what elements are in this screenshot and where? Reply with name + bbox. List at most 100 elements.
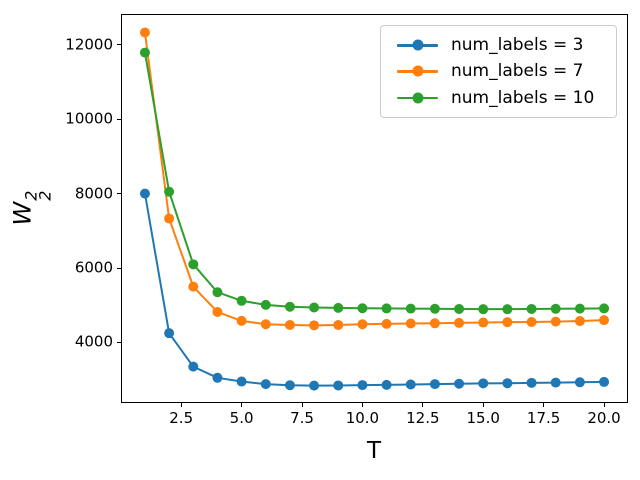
data-point bbox=[164, 328, 175, 339]
x-tick-mark bbox=[180, 403, 182, 407]
legend-marker-num-labels-3 bbox=[397, 39, 438, 51]
data-point bbox=[333, 380, 344, 391]
data-point bbox=[429, 303, 440, 314]
data-point bbox=[478, 378, 489, 389]
legend-label: num_labels = 7 bbox=[451, 61, 584, 82]
data-point bbox=[550, 316, 561, 327]
legend-dot-icon bbox=[412, 92, 423, 104]
x-tick-mark bbox=[603, 403, 605, 407]
data-point bbox=[188, 259, 199, 270]
y-tick-mark bbox=[117, 341, 121, 343]
y-tick-label: 12000 bbox=[65, 35, 113, 54]
data-point bbox=[188, 361, 199, 372]
legend-label: num_labels = 3 bbox=[451, 35, 584, 56]
legend-item: num_labels = 3 bbox=[390, 32, 608, 58]
data-point bbox=[502, 378, 513, 389]
x-axis-label: T bbox=[366, 438, 382, 464]
y-tick-label: 6000 bbox=[74, 258, 113, 277]
data-point bbox=[212, 287, 223, 298]
data-point bbox=[333, 302, 344, 313]
x-tick-label: 2.5 bbox=[169, 409, 194, 427]
data-point bbox=[357, 380, 368, 391]
data-point bbox=[574, 303, 585, 314]
legend-marker-num-labels-7 bbox=[397, 65, 438, 77]
x-tick-label: 15.0 bbox=[466, 409, 500, 427]
data-point bbox=[599, 376, 610, 387]
data-point bbox=[526, 317, 537, 327]
legend-dot-icon bbox=[412, 39, 423, 51]
y-tick-label: 4000 bbox=[74, 332, 113, 351]
data-point bbox=[405, 379, 416, 390]
data-point bbox=[164, 186, 175, 197]
data-point bbox=[454, 317, 465, 328]
data-point bbox=[284, 380, 295, 391]
data-point bbox=[429, 379, 440, 390]
x-tick-mark bbox=[422, 403, 424, 407]
data-point bbox=[212, 372, 223, 383]
data-point bbox=[188, 281, 199, 292]
x-tick-label: 5.0 bbox=[229, 409, 254, 427]
x-tick-label: 7.5 bbox=[290, 409, 314, 427]
x-tick-label: 12.5 bbox=[406, 409, 440, 427]
data-point bbox=[526, 377, 537, 388]
y-tick-mark bbox=[117, 193, 121, 195]
data-point bbox=[381, 318, 392, 329]
data-point bbox=[478, 304, 489, 315]
legend-label: num_labels = 10 bbox=[451, 87, 595, 108]
y-tick-mark bbox=[117, 44, 121, 46]
data-point bbox=[357, 319, 368, 330]
data-point bbox=[309, 302, 320, 313]
data-point bbox=[502, 317, 513, 328]
data-point bbox=[599, 315, 610, 326]
data-point bbox=[550, 303, 561, 314]
data-point bbox=[164, 213, 175, 224]
data-point bbox=[139, 188, 150, 199]
x-tick-mark bbox=[241, 403, 243, 407]
legend: num_labels = 3 num_labels = 7 num_labels… bbox=[380, 25, 617, 118]
data-point bbox=[139, 47, 150, 58]
data-point bbox=[574, 316, 585, 327]
data-point bbox=[309, 380, 320, 391]
x-tick-label: 20.0 bbox=[587, 409, 621, 427]
data-point bbox=[381, 303, 392, 314]
legend-dot-icon bbox=[412, 65, 423, 77]
chart-canvas bbox=[139, 27, 610, 391]
data-point bbox=[526, 303, 537, 314]
data-point bbox=[454, 378, 465, 389]
data-point bbox=[405, 318, 416, 329]
data-point bbox=[405, 303, 416, 314]
legend-marker-num-labels-10 bbox=[397, 92, 438, 104]
x-tick-mark bbox=[301, 403, 303, 407]
x-tick-mark bbox=[543, 403, 545, 407]
y-tick-mark bbox=[117, 118, 121, 120]
data-point bbox=[284, 301, 295, 312]
data-point bbox=[212, 306, 223, 317]
legend-item: num_labels = 7 bbox=[390, 58, 608, 84]
legend-item: num_labels = 10 bbox=[390, 85, 608, 111]
data-point bbox=[429, 318, 440, 329]
data-point bbox=[260, 319, 271, 330]
data-point bbox=[260, 379, 271, 390]
x-tick-mark bbox=[361, 403, 363, 407]
data-point bbox=[550, 377, 561, 388]
data-point bbox=[574, 377, 585, 388]
y-tick-label: 8000 bbox=[74, 184, 113, 203]
data-point bbox=[236, 315, 247, 326]
data-point bbox=[284, 319, 295, 330]
data-point bbox=[599, 303, 610, 314]
data-point bbox=[236, 295, 247, 306]
y-tick-label: 10000 bbox=[65, 109, 113, 128]
data-point bbox=[381, 379, 392, 390]
data-point bbox=[139, 27, 150, 38]
data-point bbox=[478, 317, 489, 328]
x-tick-mark bbox=[482, 403, 484, 407]
data-point bbox=[357, 303, 368, 314]
x-tick-label: 17.5 bbox=[526, 409, 561, 427]
data-point bbox=[502, 304, 513, 315]
y-axis-label-subscript: 2 bbox=[35, 190, 54, 201]
data-point bbox=[260, 299, 271, 310]
y-tick-mark bbox=[117, 267, 121, 269]
